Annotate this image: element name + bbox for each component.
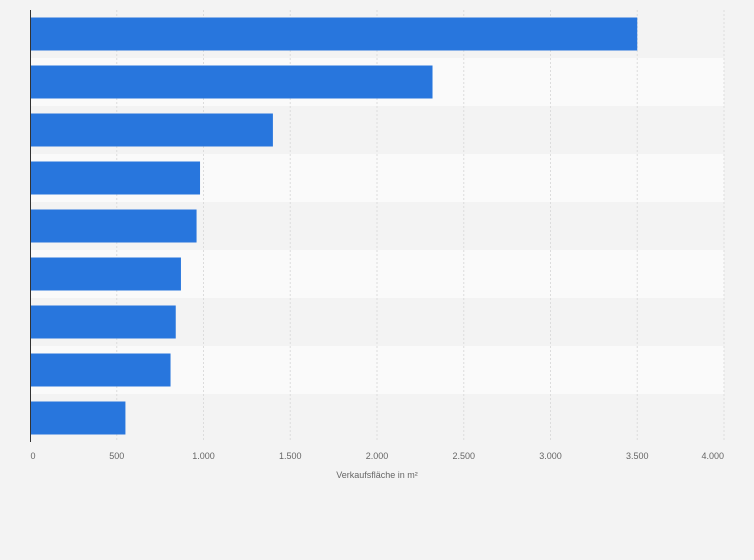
x-tick-label: 500 — [109, 451, 124, 461]
bar[interactable] — [30, 161, 201, 195]
x-tick-label: 4.000 — [701, 451, 724, 461]
x-tick-label: 3.000 — [539, 451, 562, 461]
bar[interactable] — [30, 17, 638, 51]
bar[interactable] — [30, 353, 171, 387]
bar[interactable] — [30, 257, 181, 291]
bars — [30, 17, 638, 435]
bar[interactable] — [30, 113, 273, 147]
bar[interactable] — [30, 305, 176, 339]
x-tick-label: 1.000 — [192, 451, 215, 461]
x-tick-label: 2.500 — [452, 451, 475, 461]
bar[interactable] — [30, 401, 126, 435]
x-tick-label: 0 — [30, 451, 35, 461]
bar[interactable] — [30, 65, 433, 99]
x-tick-label: 1.500 — [279, 451, 302, 461]
x-tick-labels: 0 500 1.000 1.500 2.000 2.500 3.000 3.500 4.000 — [30, 451, 724, 461]
x-axis-title: Verkaufsfläche in m² — [336, 470, 418, 480]
bar[interactable] — [30, 209, 197, 243]
x-tick-label: 2.000 — [366, 451, 389, 461]
x-tick-label: 3.500 — [626, 451, 649, 461]
